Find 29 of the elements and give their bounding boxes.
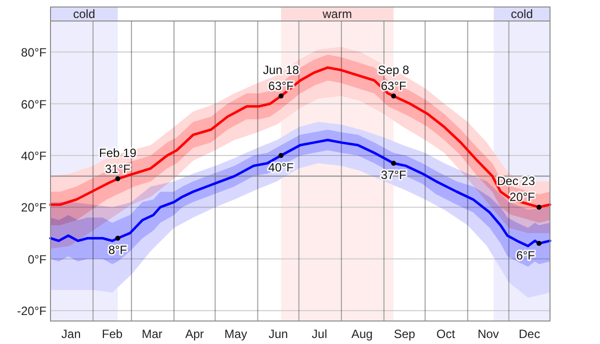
y-tick-label: 60°F xyxy=(21,97,46,112)
annotation: 40°F xyxy=(268,160,294,174)
annotation: 6°F xyxy=(516,248,536,262)
x-tick-label: Jun xyxy=(268,327,288,341)
x-tick-label: Oct xyxy=(436,327,456,341)
y-tick-label: 40°F xyxy=(21,148,46,163)
x-tick-label: Dec xyxy=(518,327,540,341)
annotation: Dec 23 20°F xyxy=(496,174,536,204)
y-tick-label: 80°F xyxy=(21,46,46,60)
x-tick-label: Jul xyxy=(312,327,328,341)
y-tick-label: 0°F xyxy=(28,252,46,266)
annotation: 37°F xyxy=(380,168,406,182)
y-tick-label: 20°F xyxy=(21,200,46,215)
annotation: Jun 18 63°F xyxy=(263,63,300,93)
x-tick-label: Feb xyxy=(102,327,123,341)
x-tick-label: Aug xyxy=(351,327,373,341)
x-tick-label: Jan xyxy=(61,327,81,341)
band-label: warm xyxy=(322,7,352,21)
y-tick-label: -20°F xyxy=(17,304,46,318)
band-label: cold xyxy=(73,7,96,21)
x-tick-label: May xyxy=(224,327,248,341)
x-tick-label: Nov xyxy=(478,327,499,341)
x-tick-label: Sep xyxy=(394,327,416,341)
x-tick-label: Apr xyxy=(185,327,204,341)
x-tick-label: Mar xyxy=(142,327,162,341)
annotation: Feb 19 31°F xyxy=(99,146,137,176)
annotation: 8°F xyxy=(108,243,128,258)
band-label: cold xyxy=(510,7,533,21)
annotation: Sep 8 63°F xyxy=(378,63,410,93)
